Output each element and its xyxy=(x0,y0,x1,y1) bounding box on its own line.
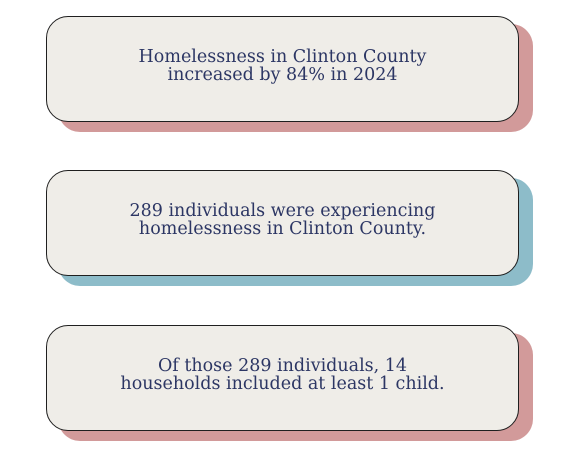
card-body: Homelessness in Clinton County increased… xyxy=(46,16,519,122)
stat-card-individuals-count: 289 individuals were experiencing homele… xyxy=(46,170,533,286)
card-body: Of those 289 individuals, 14 households … xyxy=(46,325,519,431)
card-text: 289 individuals were experiencing homele… xyxy=(129,201,436,239)
card-text: Of those 289 individuals, 14 households … xyxy=(120,356,445,394)
card-body: 289 individuals were experiencing homele… xyxy=(46,170,519,276)
card-text: Homelessness in Clinton County increased… xyxy=(138,47,427,85)
stat-card-homelessness-increase: Homelessness in Clinton County increased… xyxy=(46,16,533,132)
stat-card-households-with-children: Of those 289 individuals, 14 households … xyxy=(46,325,533,441)
